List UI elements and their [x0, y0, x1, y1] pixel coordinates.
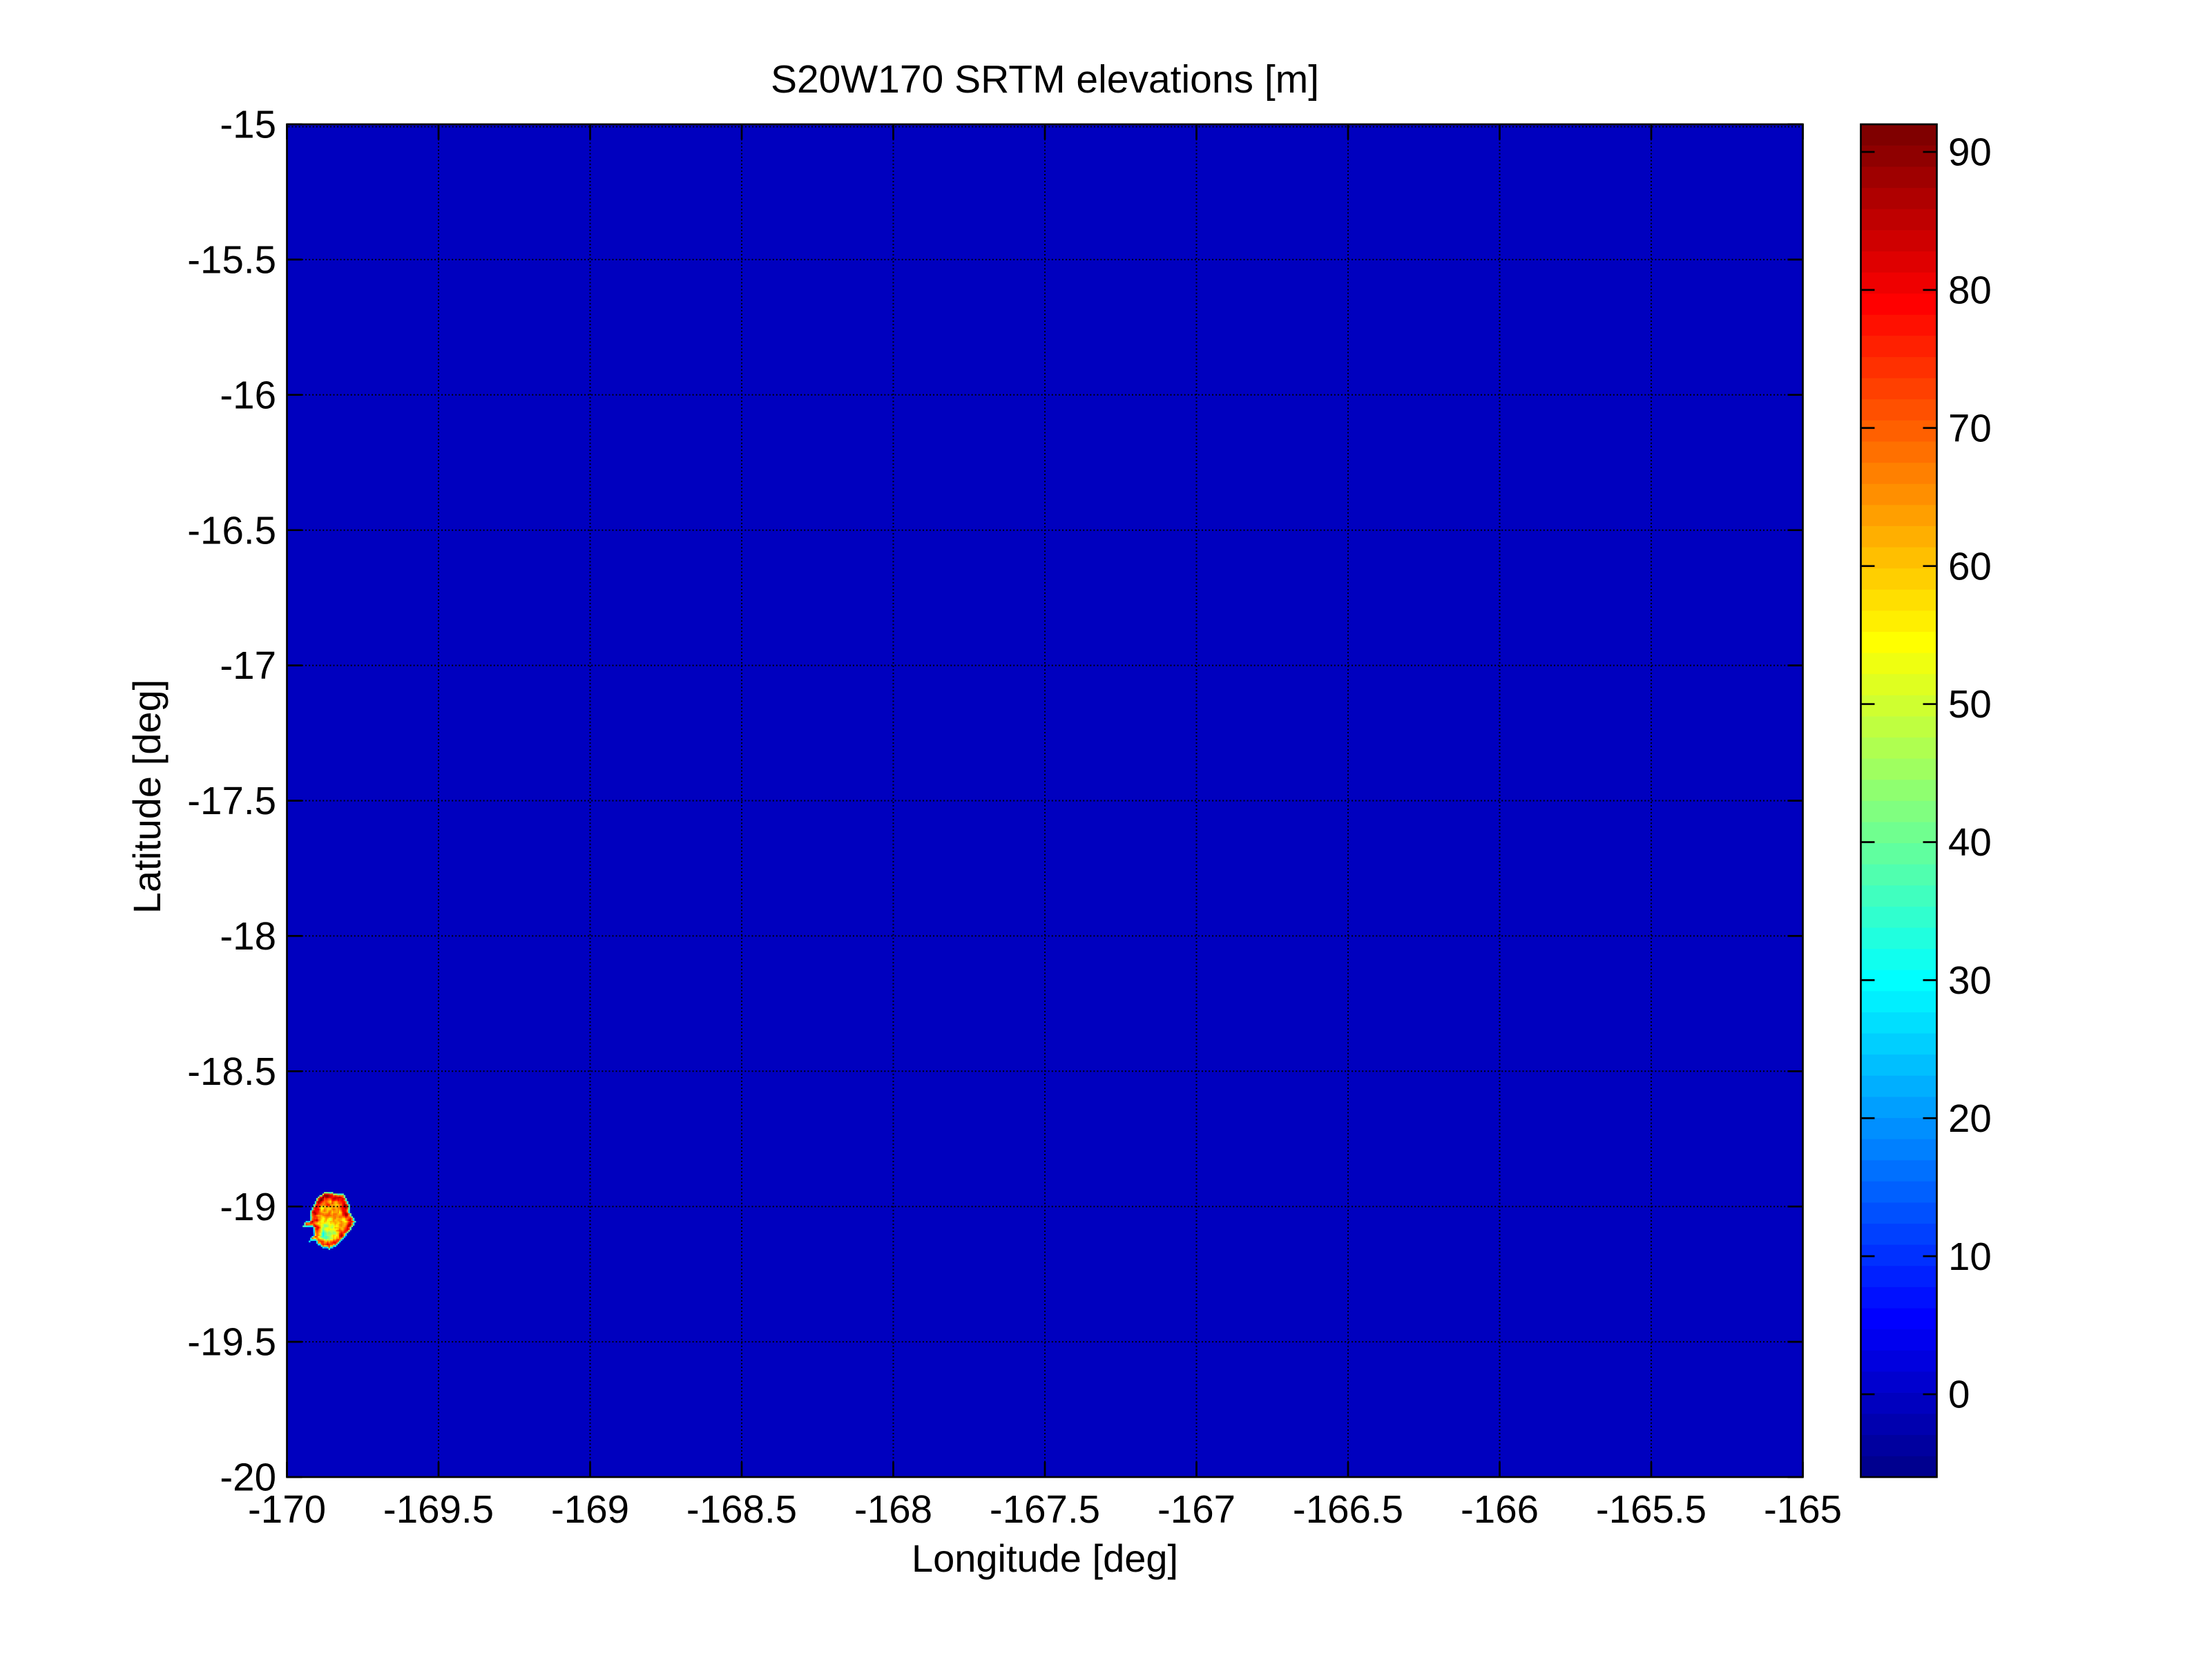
svg-text:-17.5: -17.5 — [187, 779, 276, 822]
svg-text:-15: -15 — [220, 103, 276, 146]
svg-text:-167: -167 — [1157, 1487, 1235, 1531]
svg-text:-169: -169 — [551, 1487, 629, 1531]
svg-text:-166.5: -166.5 — [1293, 1487, 1403, 1531]
svg-text:-17: -17 — [220, 644, 276, 687]
svg-text:-18: -18 — [220, 914, 276, 958]
svg-text:-167.5: -167.5 — [990, 1487, 1100, 1531]
svg-text:-168.5: -168.5 — [686, 1487, 797, 1531]
svg-text:-19.5: -19.5 — [187, 1320, 276, 1364]
svg-text:-18.5: -18.5 — [187, 1050, 276, 1093]
svg-text:40: 40 — [1948, 820, 1992, 864]
svg-text:S20W170 SRTM elevations [m]: S20W170 SRTM elevations [m] — [771, 57, 1319, 102]
svg-text:Latitude [deg]: Latitude [deg] — [125, 679, 169, 914]
svg-text:80: 80 — [1948, 269, 1992, 312]
svg-text:90: 90 — [1948, 131, 1992, 174]
svg-text:-169.5: -169.5 — [383, 1487, 494, 1531]
svg-text:70: 70 — [1948, 406, 1992, 450]
svg-text:-165: -165 — [1764, 1487, 1842, 1531]
svg-text:-15.5: -15.5 — [187, 238, 276, 282]
svg-text:-165.5: -165.5 — [1596, 1487, 1706, 1531]
svg-text:20: 20 — [1948, 1097, 1992, 1140]
svg-text:-19: -19 — [220, 1185, 276, 1228]
svg-text:-168: -168 — [854, 1487, 932, 1531]
svg-text:-16.5: -16.5 — [187, 508, 276, 552]
svg-text:60: 60 — [1948, 544, 1992, 588]
svg-text:30: 30 — [1948, 958, 1992, 1002]
svg-text:-170: -170 — [248, 1487, 326, 1531]
svg-text:Longitude [deg]: Longitude [deg] — [912, 1536, 1178, 1580]
svg-text:-20: -20 — [220, 1456, 276, 1499]
svg-text:10: 10 — [1948, 1235, 1992, 1278]
svg-text:50: 50 — [1948, 682, 1992, 726]
svg-text:-16: -16 — [220, 373, 276, 416]
svg-text:-166: -166 — [1461, 1487, 1539, 1531]
svg-text:0: 0 — [1948, 1373, 1970, 1416]
